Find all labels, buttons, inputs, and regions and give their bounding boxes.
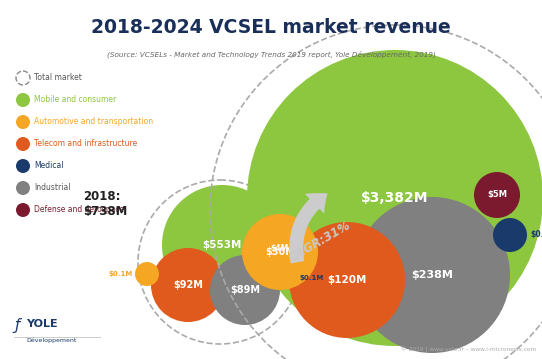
Circle shape <box>162 185 282 305</box>
Circle shape <box>263 231 297 265</box>
Text: ƒ: ƒ <box>14 318 20 333</box>
Circle shape <box>289 222 405 338</box>
Circle shape <box>210 255 280 325</box>
Text: $553M: $553M <box>202 240 242 250</box>
Text: $3,382M: $3,382M <box>362 191 429 205</box>
Text: $0.1M: $0.1M <box>300 275 324 281</box>
Circle shape <box>16 137 30 151</box>
Circle shape <box>16 159 30 173</box>
Text: Développement: Développement <box>26 337 76 343</box>
Text: $30M: $30M <box>265 247 295 257</box>
Circle shape <box>16 203 30 217</box>
Text: 2018-2024 VCSEL market revenue: 2018-2024 VCSEL market revenue <box>91 18 451 37</box>
Text: Mobile and consumer: Mobile and consumer <box>34 95 116 104</box>
Circle shape <box>16 181 30 195</box>
Text: Defense and aerospace: Defense and aerospace <box>34 205 124 214</box>
Text: (Source: VCSELs - Market and Technology Trends 2019 report, Yole Développement, : (Source: VCSELs - Market and Technology … <box>107 50 435 57</box>
Text: 2018:
$738M: 2018: $738M <box>83 190 127 218</box>
Circle shape <box>151 248 225 322</box>
Circle shape <box>247 50 542 346</box>
Text: Industrial: Industrial <box>34 183 70 192</box>
Text: $92M: $92M <box>173 280 203 290</box>
Text: $89M: $89M <box>230 285 260 295</box>
Text: $0.3M: $0.3M <box>530 230 542 239</box>
Text: $5M: $5M <box>487 191 507 200</box>
Circle shape <box>16 93 30 107</box>
Text: Medical: Medical <box>34 162 63 171</box>
Circle shape <box>242 214 318 290</box>
Text: YOLE: YOLE <box>26 319 57 329</box>
Circle shape <box>493 218 527 252</box>
Text: $4M: $4M <box>271 243 289 252</box>
Circle shape <box>135 262 159 286</box>
Text: Automotive and transportation: Automotive and transportation <box>34 117 153 126</box>
Text: © 2019 | www.yole.fr – www.i-micronews.com: © 2019 | www.yole.fr – www.i-micronews.c… <box>401 347 536 353</box>
Circle shape <box>274 266 298 290</box>
Text: CAGR:31%: CAGR:31% <box>287 219 353 265</box>
Text: $238M: $238M <box>411 270 453 280</box>
Text: $0.1M: $0.1M <box>109 271 133 277</box>
Circle shape <box>16 115 30 129</box>
Circle shape <box>16 71 30 85</box>
Circle shape <box>354 197 510 353</box>
Circle shape <box>474 172 520 218</box>
Text: $120M: $120M <box>327 275 367 285</box>
Text: Total market: Total market <box>34 74 82 83</box>
Text: Telecom and infrastructure: Telecom and infrastructure <box>34 140 137 149</box>
